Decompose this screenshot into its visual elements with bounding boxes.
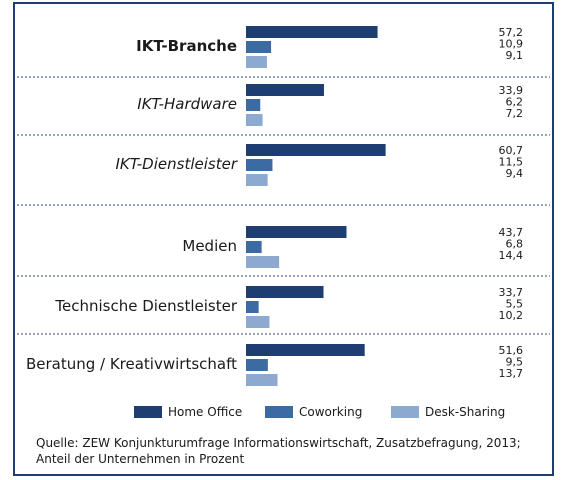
data-label-home-office-medien: 43,7 — [499, 226, 524, 239]
bar-desk-sharing-ikt-dienstleister — [246, 174, 268, 186]
data-label-desk-sharing-technische-dienstleister: 10,2 — [499, 309, 524, 322]
bar-home-office-technische-dienstleister — [246, 286, 324, 298]
data-label-home-office-technische-dienstleister: 33,7 — [499, 286, 524, 299]
data-label-coworking-medien: 6,8 — [506, 238, 524, 251]
data-label-home-office-beratung-kreativwirtschaft: 51,6 — [499, 344, 524, 357]
data-label-desk-sharing-medien: 14,4 — [499, 249, 524, 262]
bar-coworking-ikt-branche — [246, 41, 272, 53]
category-label-ikt-hardware: IKT-Hardware — [137, 95, 237, 113]
bar-desk-sharing-medien — [246, 256, 280, 268]
bar-home-office-beratung-kreativwirtschaft — [246, 344, 365, 356]
data-label-coworking-technische-dienstleister: 5,5 — [506, 298, 524, 311]
bar-desk-sharing-beratung-kreativwirtschaft — [246, 374, 278, 386]
bar-coworking-ikt-hardware — [246, 99, 261, 111]
category-label-ikt-dienstleister: IKT-Dienstleister — [115, 155, 237, 173]
bar-chart: IKT-Branche57,210,99,1IKT-Hardware33,96,… — [17, 26, 550, 419]
category-label-beratung-kreativwirtschaft: Beratung / Kreativwirtschaft — [26, 355, 237, 373]
category-label-medien: Medien — [182, 237, 237, 255]
legend-label-home-office: Home Office — [168, 405, 242, 419]
bar-desk-sharing-technische-dienstleister — [246, 316, 270, 328]
bar-desk-sharing-ikt-branche — [246, 56, 267, 68]
category-label-ikt-branche: IKT-Branche — [136, 37, 237, 55]
bar-coworking-beratung-kreativwirtschaft — [246, 359, 268, 371]
data-label-home-office-ikt-branche: 57,2 — [499, 26, 524, 39]
data-label-home-office-ikt-hardware: 33,9 — [499, 84, 524, 97]
data-label-coworking-ikt-hardware: 6,2 — [506, 96, 524, 109]
bar-home-office-medien — [246, 226, 347, 238]
chart-frame: IKT-Branche 57,2 10,9 9,1 IKT-Hardware 33,9 6,… — [13, 2, 554, 476]
category-label-technische-dienstleister: Technische Dienstleister — [54, 297, 237, 315]
data-label-coworking-beratung-kreativwirtschaft: 9,5 — [506, 356, 524, 369]
legend-swatch-home-office — [134, 406, 162, 418]
data-label-desk-sharing-ikt-branche: 9,1 — [506, 49, 524, 62]
bar-coworking-medien — [246, 241, 262, 253]
legend-label-desk-sharing: Desk-Sharing — [425, 405, 505, 419]
bar-home-office-ikt-branche — [246, 26, 378, 38]
data-label-desk-sharing-ikt-dienstleister: 9,4 — [506, 167, 524, 180]
bar-desk-sharing-ikt-hardware — [246, 114, 263, 126]
bar-home-office-ikt-dienstleister — [246, 144, 386, 156]
legend-swatch-desk-sharing — [391, 406, 419, 418]
source-note-line-1: Quelle: ZEW Konjunkturumfrage Informatio… — [36, 436, 521, 450]
source-note-line-2: Anteil der Unternehmen in Prozent — [36, 452, 245, 466]
bar-coworking-ikt-dienstleister — [246, 159, 273, 171]
bar-home-office-ikt-hardware — [246, 84, 324, 96]
data-label-desk-sharing-beratung-kreativwirtschaft: 13,7 — [499, 367, 524, 380]
data-label-desk-sharing-ikt-hardware: 7,2 — [506, 107, 524, 120]
data-label-coworking-ikt-branche: 10,9 — [499, 38, 524, 51]
legend-swatch-coworking — [265, 406, 293, 418]
data-label-coworking-ikt-dienstleister: 11,5 — [499, 156, 524, 169]
legend-label-coworking: Coworking — [299, 405, 362, 419]
bar-coworking-technische-dienstleister — [246, 301, 259, 313]
data-label-home-office-ikt-dienstleister: 60,7 — [499, 144, 524, 157]
